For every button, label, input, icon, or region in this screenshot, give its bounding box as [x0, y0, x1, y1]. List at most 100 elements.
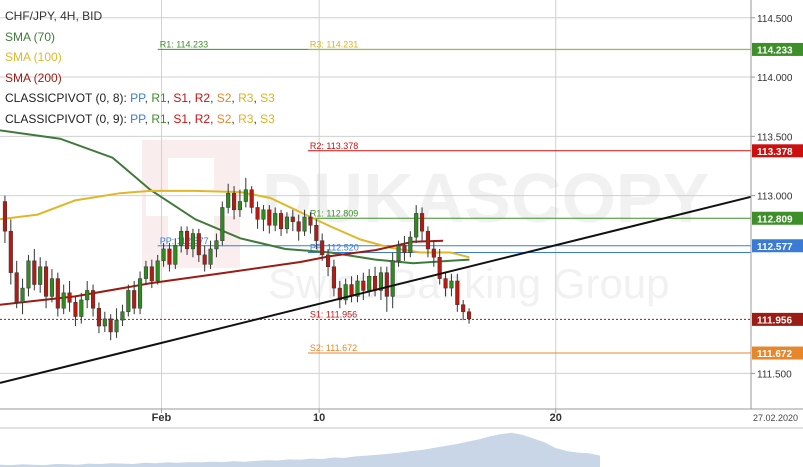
price-tag-box — [752, 312, 803, 326]
legend-separator: , — [166, 91, 171, 105]
legend-separator: , — [210, 91, 214, 105]
candle-body — [461, 304, 466, 313]
legend-part-s1: S1 — [170, 91, 189, 105]
candle-body — [337, 287, 342, 301]
price-tick-label: 114.000 — [757, 73, 793, 84]
candle-body — [249, 189, 254, 208]
candle-body — [343, 284, 348, 301]
candle-body — [167, 248, 172, 265]
candle-body — [149, 266, 154, 282]
legend-pivot-9[interactable]: CLASSICPIVOT (0, 9): PP, R1, S1, R2, S2,… — [5, 109, 275, 130]
candle-body — [390, 260, 395, 297]
legend-part-s2: S2 — [213, 111, 232, 126]
candle-body — [267, 209, 272, 226]
pivot-line-label: S2: 111.672 — [310, 343, 357, 353]
candle-body — [396, 245, 401, 262]
candle-body — [232, 192, 237, 211]
candle-body — [384, 272, 389, 297]
legend-sma-70[interactable]: SMA (70) — [5, 29, 56, 44]
legend-pivot-8[interactable]: CLASSICPIVOT (0, 8): PP, R1, S1, R2, S2,… — [5, 88, 275, 109]
candle-body — [173, 245, 178, 265]
candle-body — [320, 240, 325, 256]
candle-body — [49, 278, 54, 297]
candle-body — [44, 266, 49, 297]
candle-body — [190, 233, 195, 250]
candle-body — [2, 201, 7, 232]
legend-separator: , — [144, 111, 148, 126]
price-tick-label: 111.500 — [757, 369, 792, 380]
volume-area — [0, 432, 600, 467]
price-tick-label: 113.500 — [757, 132, 793, 143]
legend-part-s3: S3 — [256, 111, 275, 126]
legend-part-r2: R2 — [191, 91, 211, 105]
candle-body — [67, 292, 72, 303]
pivot-line-label: R1: 114.233 — [160, 39, 208, 49]
candle-body — [132, 290, 137, 309]
price-tag-label: 114.233 — [757, 45, 793, 56]
candle-body — [73, 302, 78, 317]
candle-body — [38, 266, 43, 285]
trendline — [0, 195, 752, 384]
candle-body — [32, 260, 37, 285]
pivot-line-label: R3: 114.231 — [310, 40, 358, 50]
candle-body — [55, 278, 60, 309]
legend-part-r1: R1 — [147, 111, 167, 126]
legend-separator: , — [231, 111, 235, 126]
legend-sma-100[interactable]: SMA (100) — [5, 50, 62, 64]
legend-part-r1: R1 — [147, 91, 167, 105]
candle-body — [237, 201, 242, 211]
candle-body — [425, 230, 430, 250]
candle-body — [273, 213, 278, 226]
time-axis[interactable]: Feb 10 20 — [152, 409, 562, 424]
candle-body — [243, 189, 248, 202]
price-tick-label: 114.500 — [757, 14, 793, 25]
candle-body — [455, 280, 460, 305]
candle-body — [331, 266, 336, 289]
legend-part-pp: PP — [130, 91, 145, 105]
candle-body — [279, 213, 284, 230]
candle-body — [155, 260, 160, 282]
pivot-lines: R1: 114.233 R3: 114.231 R2: 113.378 R1: 112… — [0, 39, 751, 354]
candle-body — [114, 319, 119, 333]
candle-body — [126, 290, 131, 313]
price-tags: 114.233 113.378 112.809 112.577 111.672 111.9… — [752, 42, 803, 360]
pivot-line-label: R2: 113.378 — [310, 141, 358, 151]
legend-pivot-9-label: CLASSICPIVOT (0, 9): — [5, 111, 127, 126]
date-label: 27.02.2020 — [753, 413, 798, 423]
candle-body — [108, 318, 113, 333]
candle-body — [361, 280, 366, 291]
watermark-brand: DUKASCOPY — [262, 159, 709, 237]
candle-body — [208, 248, 213, 265]
legend-part-pp: PP — [130, 111, 145, 126]
candle-body — [326, 254, 331, 267]
price-tick-label: 113.000 — [757, 192, 793, 203]
legend-separator: , — [210, 111, 214, 126]
legend-separator: , — [253, 111, 257, 126]
legend-part-r2: R2 — [191, 111, 211, 126]
price-tag-box — [752, 346, 803, 360]
candle-body — [85, 290, 90, 301]
candle-body — [214, 240, 219, 250]
legend-part-r3: R3 — [234, 111, 254, 126]
trendline-layer[interactable] — [0, 195, 752, 384]
candle-body — [220, 207, 225, 241]
candle-body — [308, 216, 313, 226]
price-axis[interactable]: 114.500 114.000 113.500 113.000 111.500 — [751, 14, 793, 381]
candle-body — [414, 213, 419, 238]
price-tag-label: 111.672 — [757, 349, 792, 360]
price-tag-box — [752, 211, 803, 225]
candle-body — [179, 230, 184, 246]
legend-separator: , — [188, 91, 192, 105]
sma-200-line — [0, 239, 444, 306]
candle-body — [255, 207, 260, 220]
legend-part-s2: S2 — [213, 91, 232, 105]
price-tag-box — [752, 144, 803, 158]
legend-separator: , — [188, 111, 192, 126]
indicator-legend: CHF/JPY, 4H, BID SMA (70) SMA (100) SMA … — [5, 6, 275, 129]
legend-part-r3: R3 — [234, 91, 254, 105]
candle-body — [79, 299, 84, 317]
candle-body — [355, 280, 360, 297]
legend-sma-200[interactable]: SMA (200) — [5, 70, 62, 85]
